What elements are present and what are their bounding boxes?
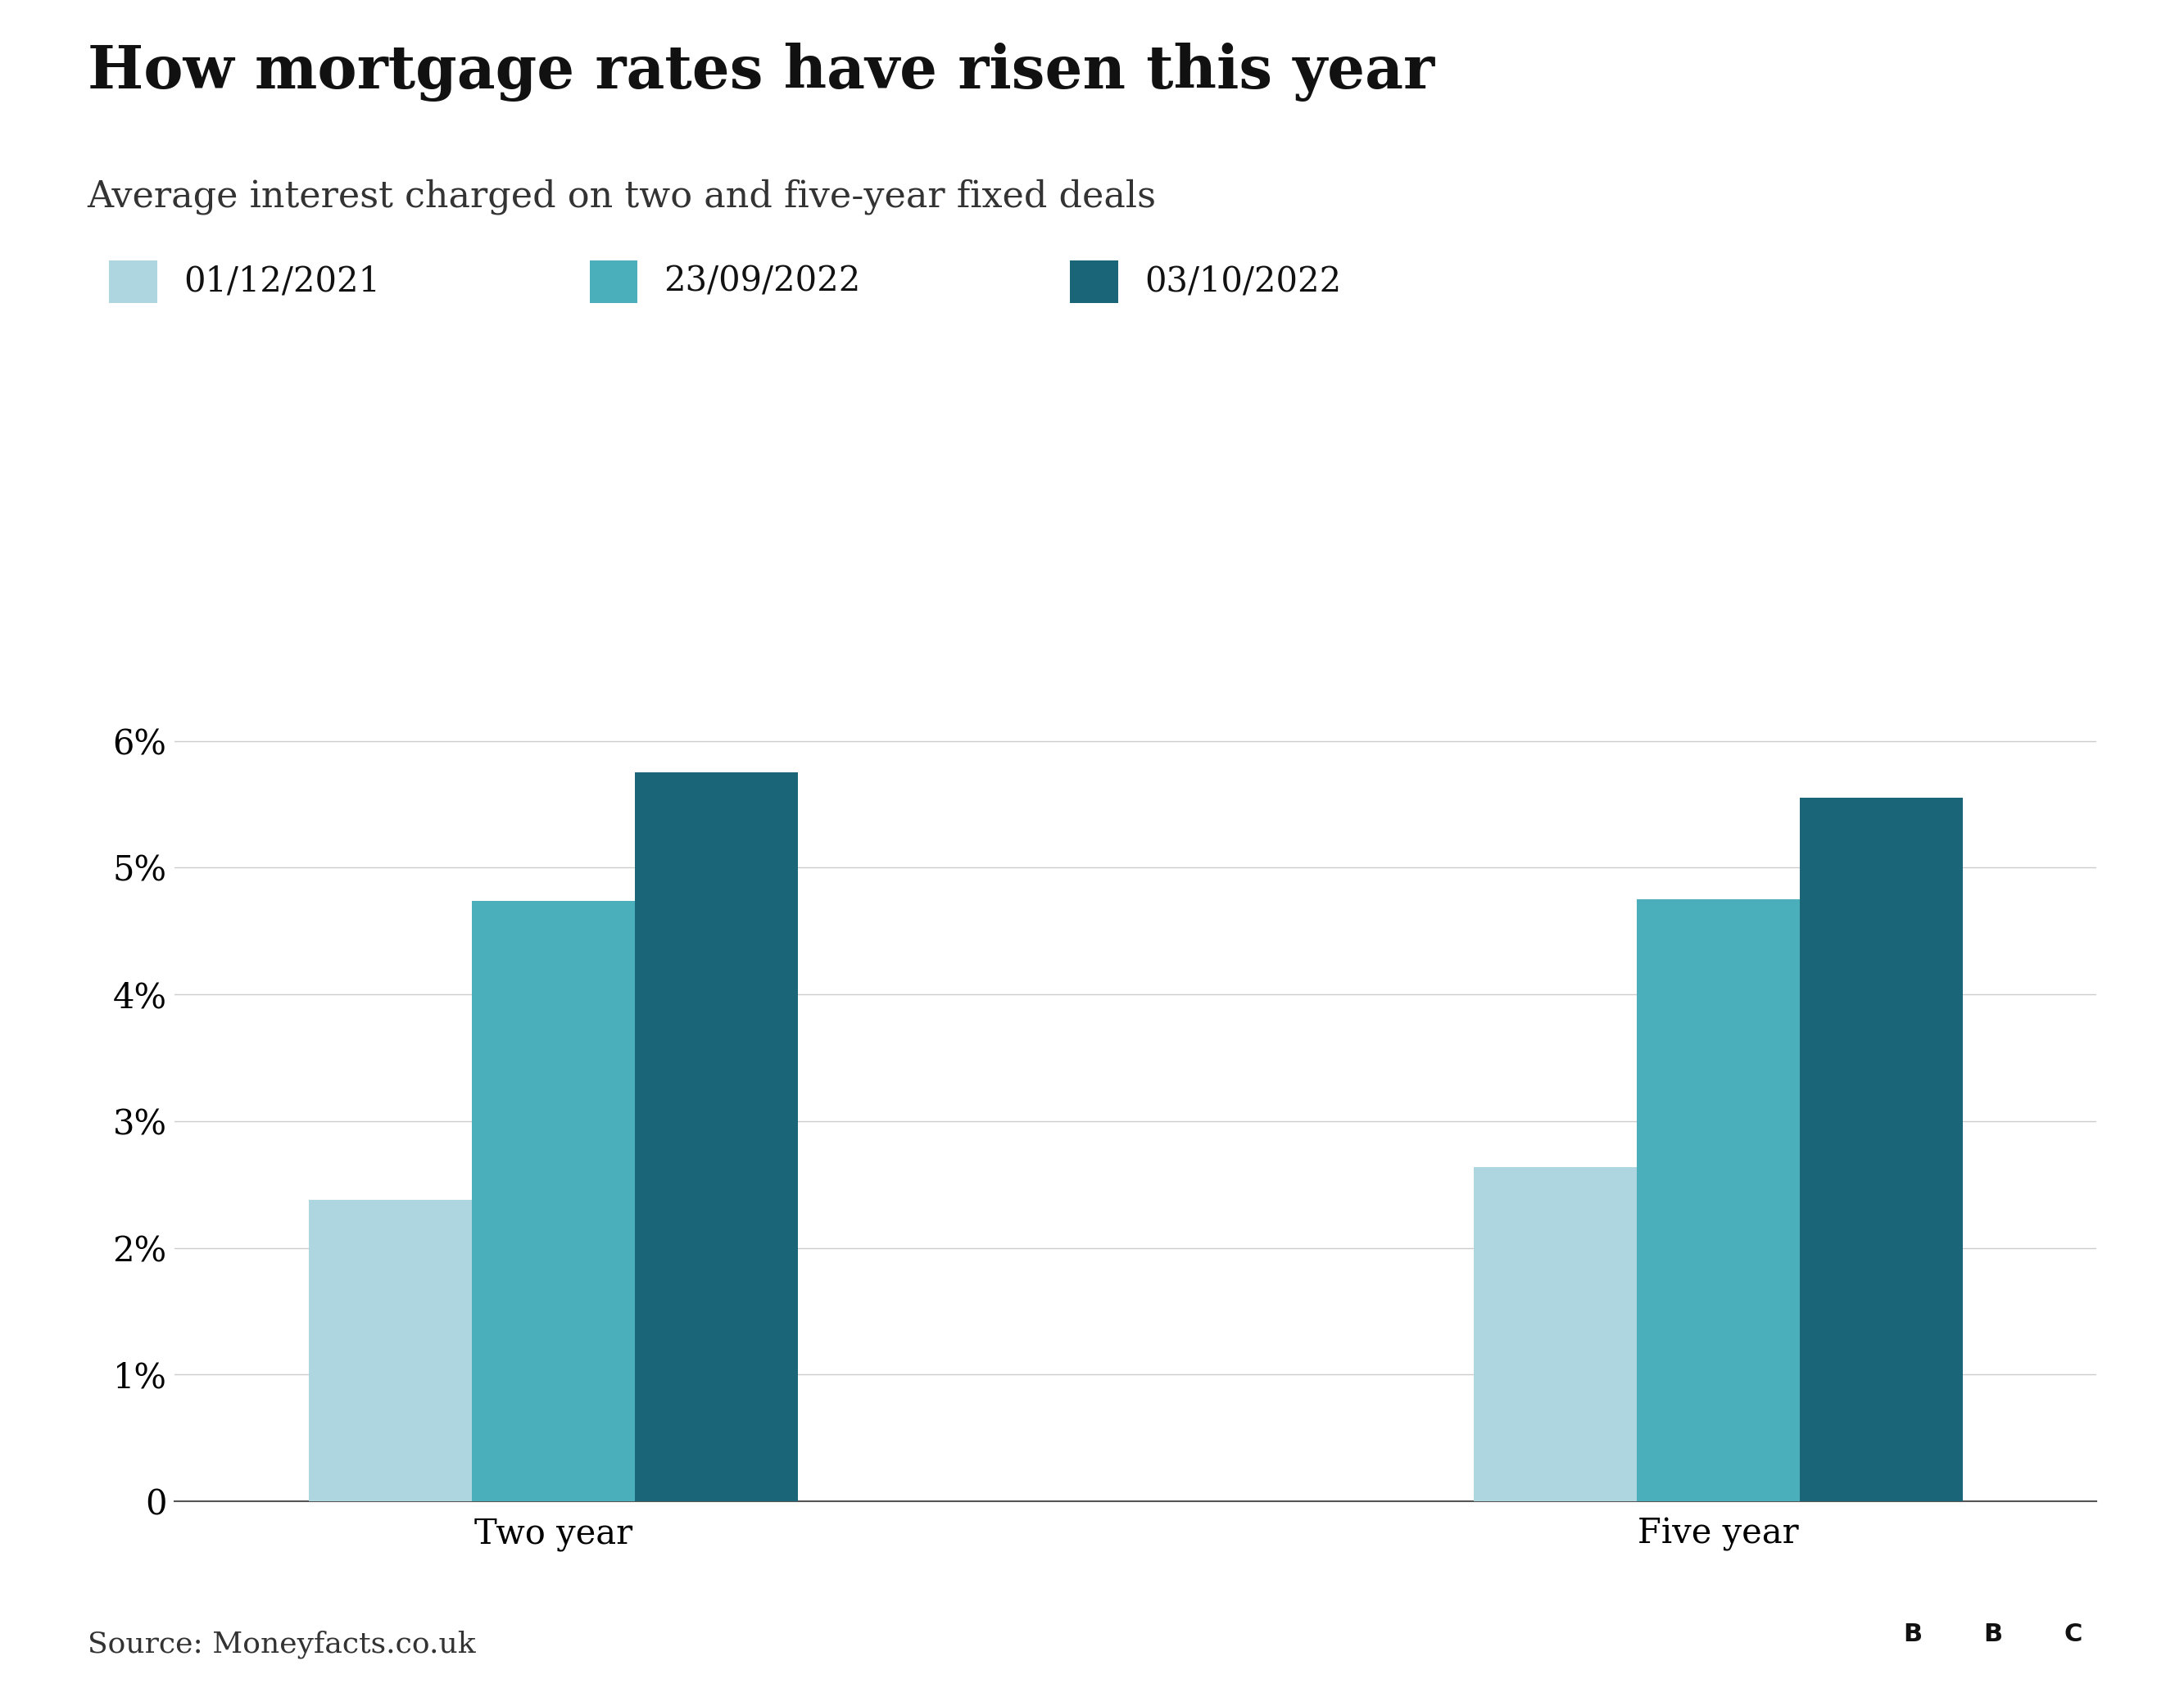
Bar <box>472 901 636 1501</box>
Bar <box>1800 798 1963 1501</box>
Text: How mortgage rates have risen this year: How mortgage rates have risen this year <box>87 43 1435 102</box>
Text: B: B <box>1983 1622 2003 1646</box>
Text: Average interest charged on two and five-year fixed deals: Average interest charged on two and five… <box>87 179 1155 215</box>
Bar <box>1955 1593 2031 1675</box>
Text: B: B <box>1902 1622 1922 1646</box>
Bar <box>1474 1167 1636 1501</box>
Bar <box>2035 1593 2112 1675</box>
Bar <box>308 1199 472 1501</box>
Text: 23/09/2022: 23/09/2022 <box>664 264 860 299</box>
Text: 01/12/2021: 01/12/2021 <box>183 264 380 299</box>
Bar <box>636 773 797 1501</box>
Bar <box>1874 1593 1950 1675</box>
Text: C: C <box>2064 1622 2081 1646</box>
Text: Source: Moneyfacts.co.uk: Source: Moneyfacts.co.uk <box>87 1629 476 1658</box>
Text: 03/10/2022: 03/10/2022 <box>1144 264 1341 299</box>
Bar <box>1636 899 1800 1501</box>
